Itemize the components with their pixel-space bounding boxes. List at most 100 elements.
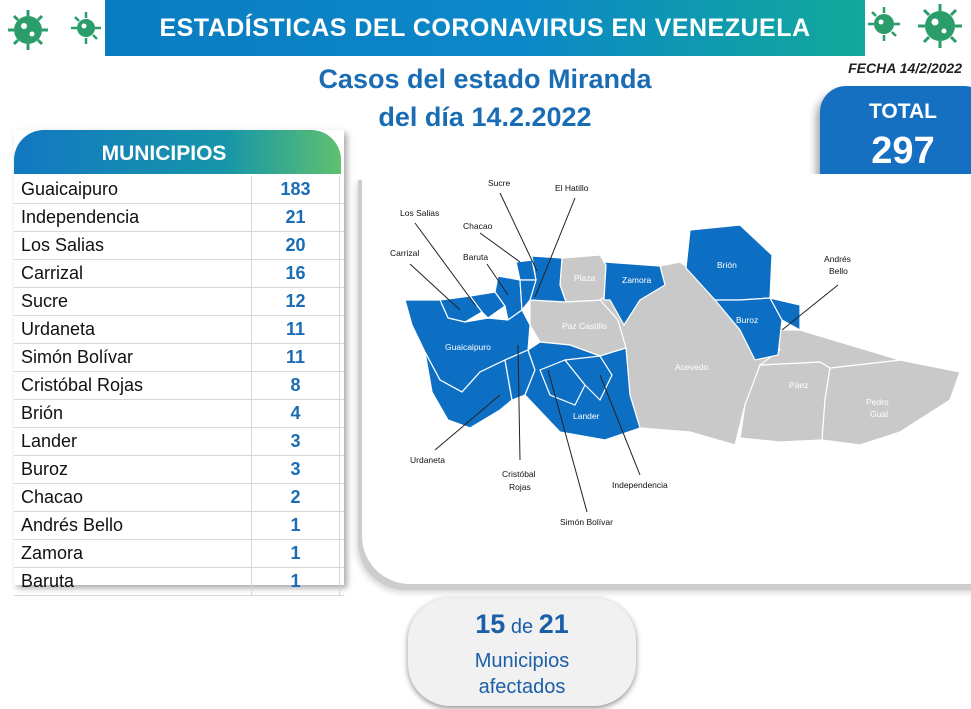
row-name: Cristóbal Rojas xyxy=(14,372,252,399)
table-row: Sucre 12 xyxy=(14,288,344,316)
table-row: Urdaneta 11 xyxy=(14,316,344,344)
affected-line2: Municipios xyxy=(474,650,570,672)
table-row: Buroz 3 xyxy=(14,456,344,484)
affected-count-line: 15 de 21 xyxy=(408,609,636,640)
table-row: Independencia 21 xyxy=(14,204,344,232)
label-paez: Páez xyxy=(789,380,808,390)
total-value: 297 xyxy=(871,130,935,172)
table-header: MUNICIPIOS xyxy=(101,142,227,165)
region-coast-strip xyxy=(758,329,901,369)
label-zamora: Zamora xyxy=(622,275,652,285)
row-name: Chacao xyxy=(14,484,252,511)
row-value: 12 xyxy=(252,288,340,315)
label-paz-castillo: Paz Castillo xyxy=(562,321,607,331)
label-baruta: Baruta xyxy=(463,252,488,262)
row-name: Baruta xyxy=(14,568,252,595)
header-band xyxy=(105,0,865,56)
row-name: Zamora xyxy=(14,540,252,567)
label-los-salias: Los Salias xyxy=(400,208,439,218)
header-title: ESTADÍSTICAS DEL CORONAVIRUS EN VENEZUEL… xyxy=(159,14,811,42)
table-row: Guaicaipuro 183 xyxy=(14,176,344,204)
table-rows: Guaicaipuro 183 Independencia 21 Los Salia… xyxy=(14,176,344,596)
label-brion: Brión xyxy=(717,260,737,270)
label-guaicaipuro: Guaicaipuro xyxy=(445,342,491,352)
label-pedro-gual-2: Gual xyxy=(870,409,888,419)
region-zamora xyxy=(602,261,666,327)
row-name: Independencia xyxy=(14,204,252,231)
label-chacao: Chacao xyxy=(463,221,493,231)
table-row: Zamora 1 xyxy=(14,540,344,568)
table-row: Lander 3 xyxy=(14,428,344,456)
affected-line3: afectados xyxy=(478,676,566,698)
row-value: 11 xyxy=(252,344,340,371)
affected-connector: de xyxy=(510,616,534,638)
affected-box xyxy=(408,598,636,706)
virus-icon-left-small xyxy=(71,12,101,44)
region-pedro-gual xyxy=(821,359,961,446)
label-buroz: Buroz xyxy=(736,315,758,325)
row-value: 8 xyxy=(252,372,340,399)
label-cristobal-rojas-1: Cristóbal xyxy=(502,469,536,479)
label-sucre: Sucre xyxy=(488,178,510,188)
label-acevedo: Acevedo xyxy=(675,362,708,372)
row-value: 3 xyxy=(252,456,340,483)
row-name: Andrés Bello xyxy=(14,512,252,539)
row-name: Urdaneta xyxy=(14,316,252,343)
row-value: 21 xyxy=(252,204,340,231)
subtitle-line2: del día 14.2.2022 xyxy=(378,102,592,132)
subtitle: Casos del estado Miranda del día 14.2.20… xyxy=(250,60,720,136)
row-name: Guaicaipuro xyxy=(14,176,252,203)
virus-icon-left-large xyxy=(8,10,48,50)
table-row: Cristóbal Rojas 8 xyxy=(14,372,344,400)
row-name: Lander xyxy=(14,428,252,455)
label-plaza: Plaza xyxy=(574,273,596,283)
region-el-hatillo xyxy=(519,279,537,312)
table-row: Los Salias 20 xyxy=(14,232,344,260)
table-header-band xyxy=(14,130,341,174)
row-value: 4 xyxy=(252,400,340,427)
row-value: 3 xyxy=(252,428,340,455)
region-independencia xyxy=(563,355,613,402)
label-independencia: Independencia xyxy=(612,480,668,490)
table-row: Simón Bolívar 11 xyxy=(14,344,344,372)
row-value: 2 xyxy=(252,484,340,511)
municipios-table xyxy=(14,130,344,585)
label-cristobal-rojas-2: Rojas xyxy=(509,482,531,492)
row-value: 20 xyxy=(252,232,340,259)
row-value: 1 xyxy=(252,540,340,567)
region-buroz xyxy=(713,297,783,361)
row-name: Brión xyxy=(14,400,252,427)
header: ESTADÍSTICAS DEL CORONAVIRUS EN VENEZUEL… xyxy=(0,0,971,56)
row-value: 183 xyxy=(252,176,340,203)
row-name: Sucre xyxy=(14,288,252,315)
virus-icon-right-small xyxy=(868,7,900,41)
label-el-hatillo: El Hatillo xyxy=(555,183,589,193)
row-name: Los Salias xyxy=(14,232,252,259)
row-name: Simón Bolívar xyxy=(14,344,252,371)
region-los-salias xyxy=(468,291,506,319)
virus-icon-right-large xyxy=(918,4,962,48)
label-andres-bello-1: Andrés xyxy=(824,254,851,264)
label-andres-bello-2: Bello xyxy=(829,266,848,276)
row-value: 11 xyxy=(252,316,340,343)
table-row: Brión 4 xyxy=(14,400,344,428)
total-label: TOTAL xyxy=(868,100,938,123)
table-row: Andrés Bello 1 xyxy=(14,512,344,540)
label-carrizal: Carrizal xyxy=(390,248,419,258)
affected-count: 15 xyxy=(475,609,506,639)
row-name: Buroz xyxy=(14,456,252,483)
row-value: 1 xyxy=(252,512,340,539)
label-pedro-gual-1: Pedro xyxy=(866,397,889,407)
table-row: Baruta 1 xyxy=(14,568,344,596)
table-row: Chacao 2 xyxy=(14,484,344,512)
affected-total: 21 xyxy=(538,609,569,639)
date-label: FECHA 14/2/2022 xyxy=(848,60,962,76)
table-row: Carrizal 16 xyxy=(14,260,344,288)
row-value: 1 xyxy=(252,568,340,595)
label-simon-bolivar: Simón Bolívar xyxy=(560,517,613,527)
label-lander: Lander xyxy=(573,411,600,421)
row-name: Carrizal xyxy=(14,260,252,287)
subtitle-line1: Casos del estado Miranda xyxy=(318,64,652,94)
label-urdaneta: Urdaneta xyxy=(410,455,445,465)
